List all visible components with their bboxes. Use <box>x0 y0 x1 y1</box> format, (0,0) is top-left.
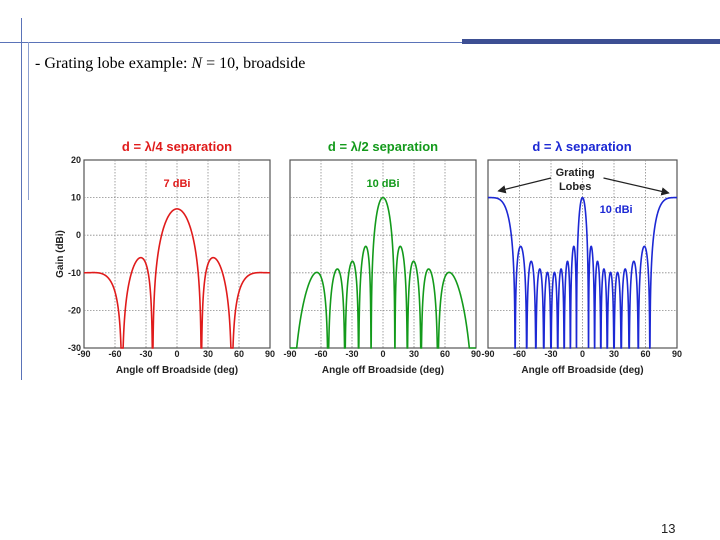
x-tick-label: -30 <box>544 349 557 359</box>
y-tick-label: -20 <box>68 305 81 315</box>
chart-title: d = λ separation <box>532 139 631 154</box>
x-tick-label: -30 <box>139 349 152 359</box>
x-tick-label: 0 <box>380 349 385 359</box>
x-tick-label: 60 <box>640 349 650 359</box>
x-axis-label: Angle off Broadside (deg) <box>521 365 643 376</box>
chart-panel-3: d = λ separation 10 dBi -90 -60 -30 0 30 60 90 An… <box>481 139 682 376</box>
top-rule <box>25 42 720 43</box>
left-rule <box>21 18 22 380</box>
slide-heading: - Grating lobe example: N = 10, broadsid… <box>35 55 305 73</box>
x-tick-label: 60 <box>440 349 450 359</box>
x-tick-label: -90 <box>77 349 90 359</box>
heading-prefix: - Grating lobe example: <box>35 55 192 72</box>
heading-suffix: = 10, broadside <box>202 55 306 72</box>
series-line <box>290 196 476 349</box>
annotation-arrow-left <box>497 177 552 194</box>
series-line <box>488 196 677 349</box>
peak-gain-label: 10 dBi <box>366 178 399 190</box>
x-tick-label: -30 <box>345 349 358 359</box>
annotation-grating: Grating <box>556 167 595 179</box>
y-tick-label: 10 <box>71 193 81 203</box>
x-axis-label: Angle off Broadside (deg) <box>322 365 444 376</box>
x-tick-label: 30 <box>609 349 619 359</box>
x-axis-label: Angle off Broadside (deg) <box>116 365 238 376</box>
panel-gutter-1 <box>276 145 286 350</box>
page-number: 13 <box>661 521 676 536</box>
x-tick-label: 30 <box>203 349 213 359</box>
x-tick-label: -60 <box>513 349 526 359</box>
chart-panel-2: d = λ/2 separation 10 dBi -90 -60 -30 0 30 60 90… <box>283 139 481 376</box>
x-tick-label: 60 <box>234 349 244 359</box>
annotation-lobes: Lobes <box>559 181 591 193</box>
x-tick-label: 90 <box>672 349 682 359</box>
x-tick-label: 0 <box>580 349 585 359</box>
y-tick-label: 20 <box>71 155 81 165</box>
panel-gutter-2 <box>478 145 486 350</box>
top-left-tick <box>0 42 25 43</box>
heading-variable: N <box>191 55 203 72</box>
chart-title: d = λ/2 separation <box>328 139 438 154</box>
annotation-arrow-right <box>603 177 670 196</box>
x-tick-label: -60 <box>314 349 327 359</box>
peak-gain-label: 10 dBi <box>600 204 633 216</box>
chart-panel-1: d = λ/4 separation 7 dBi -90 -60 -30 0 30 60 90 A… <box>55 139 275 376</box>
series-line <box>84 208 270 349</box>
x-tick-label: -60 <box>108 349 121 359</box>
x-tick-label: 0 <box>174 349 179 359</box>
y-tick-label: 0 <box>76 230 81 240</box>
x-tick-label: -90 <box>481 349 494 359</box>
y-tick-label: -10 <box>68 268 81 278</box>
x-tick-label: 90 <box>471 349 481 359</box>
y-tick-label: -30 <box>68 343 81 353</box>
y-axis-label: Gain (dBi) <box>55 230 66 278</box>
x-tick-label: 30 <box>409 349 419 359</box>
peak-gain-label: 7 dBi <box>164 178 191 190</box>
x-tick-label: 90 <box>265 349 275 359</box>
left-rule-inner <box>28 42 29 200</box>
top-blue-bar <box>462 39 720 44</box>
x-tick-label: -90 <box>283 349 296 359</box>
chart-title: d = λ/4 separation <box>122 139 232 154</box>
